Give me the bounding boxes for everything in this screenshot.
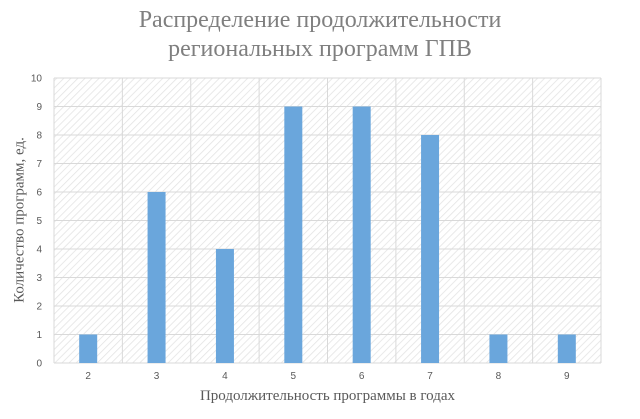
y-tick-label: 7	[36, 159, 42, 170]
y-tick-label: 5	[36, 216, 42, 227]
x-tick-label: 5	[291, 371, 297, 382]
y-tick-label: 8	[36, 131, 42, 142]
x-tick-label: 7	[427, 371, 433, 382]
gridlines	[53, 77, 602, 364]
x-tick-label: 2	[85, 371, 91, 382]
y-tick-label: 4	[36, 245, 42, 256]
bar-3	[147, 192, 166, 363]
bar-2	[79, 334, 98, 363]
chart-title-line-2: региональных программ ГПВ	[168, 36, 472, 62]
x-tick-label: 4	[222, 371, 228, 382]
bars	[79, 106, 576, 363]
bar-6	[352, 106, 371, 363]
y-tick-label: 3	[36, 273, 42, 284]
y-tick-label: 0	[36, 359, 42, 370]
bar-9	[557, 334, 576, 363]
x-axis-ticks: 2 3 4 5 6 7 8 9	[85, 371, 570, 382]
x-axis-label: Продолжительность программы в годах	[199, 388, 456, 404]
chart-title: Распределение продолжительности регионал…	[0, 6, 640, 64]
bar-7	[421, 135, 440, 363]
x-tick-label: 8	[496, 371, 502, 382]
y-tick-label: 2	[36, 302, 42, 313]
y-axis-ticks: 0 1 2 3 4 5 6 7 8 9 10	[31, 74, 43, 370]
y-tick-label: 10	[31, 74, 43, 85]
bar-8	[489, 334, 508, 363]
x-tick-label: 9	[564, 371, 570, 382]
bar-4	[215, 249, 234, 363]
bar-5	[284, 106, 303, 363]
y-tick-label: 6	[36, 188, 42, 199]
chart-title-line-1: Распределение продолжительности	[138, 7, 502, 33]
x-tick-label: 3	[154, 371, 160, 382]
y-tick-label: 1	[36, 330, 42, 341]
x-tick-label: 6	[359, 371, 365, 382]
y-tick-label: 9	[36, 102, 42, 113]
